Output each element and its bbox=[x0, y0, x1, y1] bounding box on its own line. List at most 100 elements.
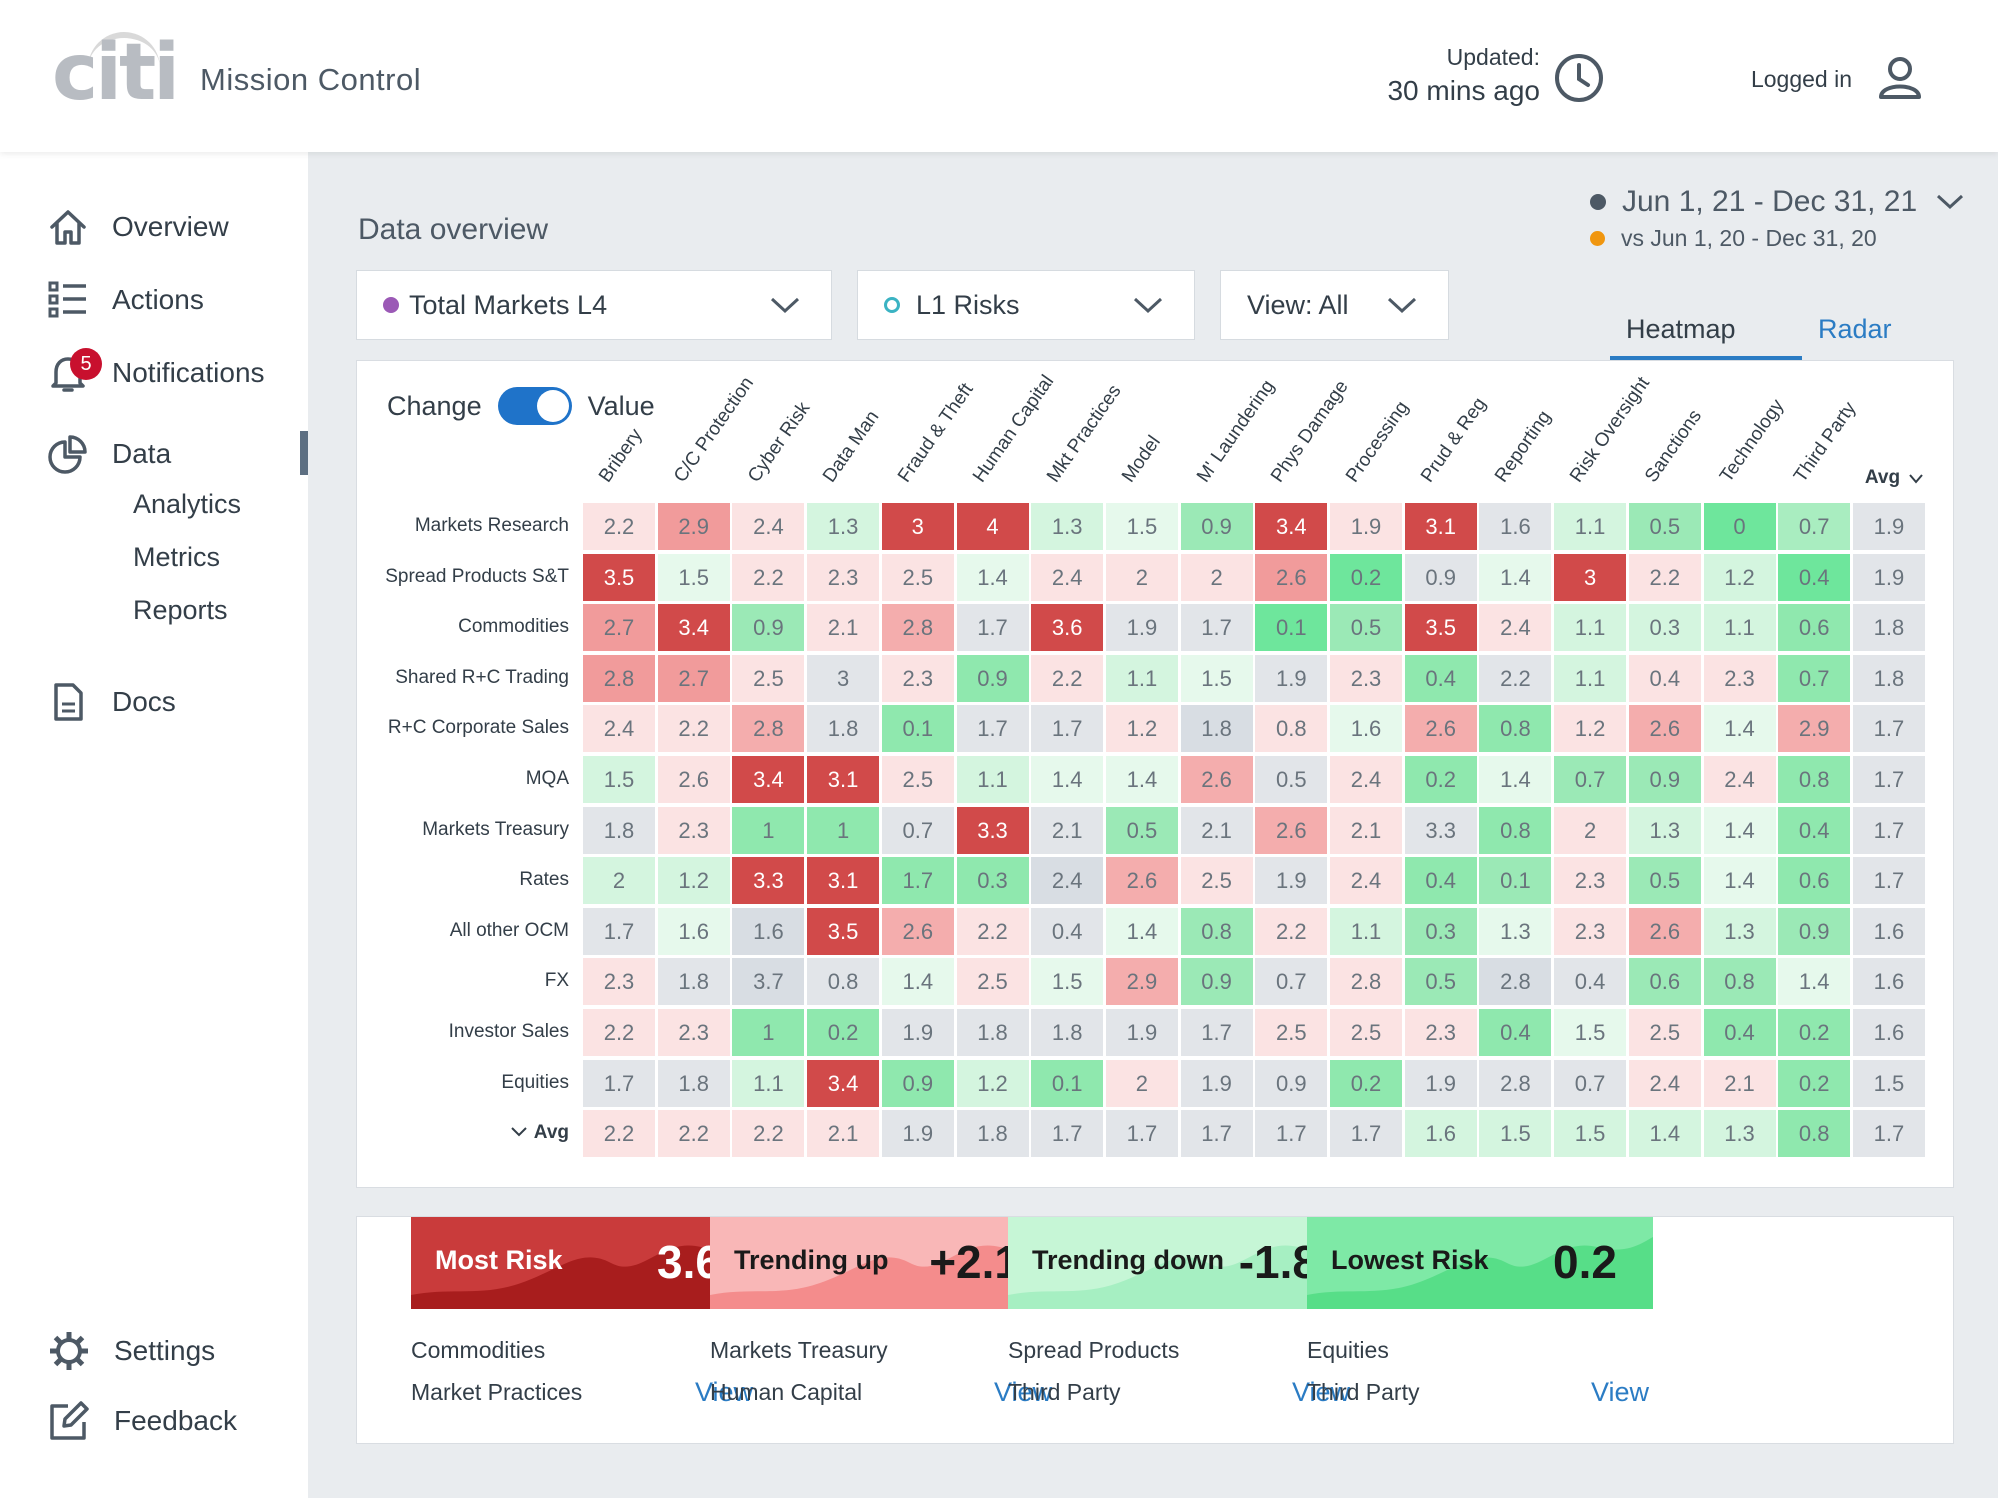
heatmap-cell[interactable]: 0.5 bbox=[1628, 503, 1701, 550]
heatmap-cell[interactable]: 1.4 bbox=[1105, 907, 1178, 955]
heatmap-cell[interactable]: 3.1 bbox=[807, 857, 880, 905]
heatmap-cell[interactable]: 2.1 bbox=[1330, 806, 1402, 854]
heatmap-cell[interactable]: 0.8 bbox=[1778, 756, 1851, 803]
heatmap-cell[interactable]: 0 bbox=[1703, 503, 1776, 550]
heatmap-cell[interactable]: 3.1 bbox=[1404, 503, 1477, 550]
heatmap-cell[interactable]: 1.8 bbox=[1852, 604, 1925, 652]
heatmap-cell[interactable]: 1.8 bbox=[657, 958, 730, 1006]
heatmap-cell[interactable]: 2.6 bbox=[1628, 705, 1701, 753]
heatmap-cell[interactable]: 0.8 bbox=[1255, 705, 1328, 753]
heatmap-cell[interactable]: 2.6 bbox=[881, 907, 954, 955]
heatmap-cell[interactable]: 2.6 bbox=[657, 756, 730, 803]
heatmap-cell[interactable]: 2 bbox=[1105, 1059, 1178, 1107]
heatmap-cell[interactable]: 3 bbox=[881, 503, 954, 550]
heatmap-cell[interactable]: 1.8 bbox=[657, 1059, 730, 1107]
heatmap-cell[interactable]: 2.2 bbox=[732, 1110, 805, 1158]
heatmap-cell[interactable]: 0.8 bbox=[1180, 907, 1253, 955]
heatmap-cell[interactable]: 0.1 bbox=[1479, 857, 1552, 905]
heatmap-cell[interactable]: 1.7 bbox=[1031, 705, 1104, 753]
heatmap-cell[interactable]: 2.2 bbox=[583, 503, 655, 550]
heatmap-cell[interactable]: 2.4 bbox=[1628, 1059, 1701, 1107]
heatmap-cell[interactable]: 1.1 bbox=[1554, 503, 1627, 550]
column-header-avg[interactable]: Avg bbox=[1864, 467, 1901, 488]
heatmap-cell[interactable]: 1.5 bbox=[583, 756, 655, 803]
heatmap-cell[interactable]: 0.2 bbox=[1778, 1059, 1851, 1107]
heatmap-cell[interactable]: 1.1 bbox=[732, 1059, 805, 1107]
heatmap-cell[interactable]: 1.9 bbox=[1105, 1009, 1178, 1056]
heatmap-cell[interactable]: 1.4 bbox=[1628, 1110, 1701, 1158]
heatmap-cell[interactable]: 3 bbox=[807, 654, 880, 702]
heatmap-cell[interactable]: 1.4 bbox=[1479, 553, 1552, 601]
heatmap-cell[interactable]: 2.1 bbox=[1031, 806, 1104, 854]
heatmap-cell[interactable]: 1.7 bbox=[583, 1059, 655, 1107]
sidebar-subitem-metrics[interactable]: Metrics bbox=[133, 542, 220, 572]
heatmap-cell[interactable]: 1.1 bbox=[1703, 604, 1776, 652]
heatmap-cell[interactable]: 1.4 bbox=[1105, 756, 1178, 803]
heatmap-cell[interactable]: 2.3 bbox=[1330, 654, 1402, 702]
heatmap-cell[interactable]: 3.3 bbox=[732, 857, 805, 905]
heatmap-cell[interactable]: 2.2 bbox=[956, 907, 1029, 955]
heatmap-cell[interactable]: 1.8 bbox=[1180, 705, 1253, 753]
heatmap-cell[interactable]: 1.5 bbox=[1105, 503, 1178, 550]
heatmap-cell[interactable]: 1.9 bbox=[1255, 654, 1328, 702]
heatmap-cell[interactable]: 1.9 bbox=[1105, 604, 1178, 652]
heatmap-cell[interactable]: 4 bbox=[956, 503, 1029, 550]
heatmap-cell[interactable]: 3.3 bbox=[1404, 806, 1477, 854]
heatmap-cell[interactable]: 1.4 bbox=[1479, 756, 1552, 803]
heatmap-cell[interactable]: 1.8 bbox=[1852, 654, 1925, 702]
sidebar-item-overview[interactable]: Overview bbox=[48, 207, 229, 247]
sidebar-item-data[interactable]: Data bbox=[48, 434, 171, 474]
heatmap-cell[interactable]: 2.4 bbox=[1479, 604, 1552, 652]
heatmap-cell[interactable]: 1.9 bbox=[1330, 503, 1402, 550]
heatmap-cell[interactable]: 1.5 bbox=[1852, 1059, 1925, 1107]
heatmap-cell[interactable]: 2.9 bbox=[657, 503, 730, 550]
heatmap-cell[interactable]: 2.1 bbox=[1180, 806, 1253, 854]
heatmap-cell[interactable]: 1.5 bbox=[1180, 654, 1253, 702]
heatmap-cell[interactable]: 3.3 bbox=[956, 806, 1029, 854]
heatmap-cell[interactable]: 0.1 bbox=[1255, 604, 1328, 652]
heatmap-cell[interactable]: 0.4 bbox=[1404, 857, 1477, 905]
heatmap-cell[interactable]: 1.9 bbox=[1180, 1059, 1253, 1107]
heatmap-cell[interactable]: 0.4 bbox=[1778, 806, 1851, 854]
heatmap-cell[interactable]: 2.6 bbox=[1404, 705, 1477, 753]
sidebar-subitem-reports[interactable]: Reports bbox=[133, 595, 228, 625]
heatmap-cell[interactable]: 1.3 bbox=[1479, 907, 1552, 955]
heatmap-cell[interactable]: 1.4 bbox=[1703, 705, 1776, 753]
heatmap-cell[interactable]: 2 bbox=[583, 857, 655, 905]
heatmap-cell[interactable]: 2.5 bbox=[1330, 1009, 1402, 1056]
heatmap-cell[interactable]: 1.5 bbox=[1031, 958, 1104, 1006]
heatmap-cell[interactable]: 2.8 bbox=[1479, 1059, 1552, 1107]
chevron-down-icon[interactable] bbox=[1935, 192, 1965, 212]
heatmap-cell[interactable]: 2.1 bbox=[1703, 1059, 1776, 1107]
heatmap-cell[interactable]: 1.7 bbox=[1852, 806, 1925, 854]
heatmap-cell[interactable]: 3.5 bbox=[807, 907, 880, 955]
heatmap-cell[interactable]: 2.3 bbox=[1404, 1009, 1477, 1056]
heatmap-cell[interactable]: 1.1 bbox=[1554, 604, 1627, 652]
heatmap-cell[interactable]: 3.4 bbox=[807, 1059, 880, 1107]
heatmap-cell[interactable]: 2.5 bbox=[1628, 1009, 1701, 1056]
view-link[interactable]: View bbox=[1291, 1377, 1350, 1407]
heatmap-cell[interactable]: 0.1 bbox=[881, 705, 954, 753]
heatmap-cell[interactable]: 0.8 bbox=[807, 958, 880, 1006]
heatmap-cell[interactable]: 0.3 bbox=[1404, 907, 1477, 955]
heatmap-cell[interactable]: 0.9 bbox=[1180, 958, 1253, 1006]
heatmap-cell[interactable]: 2 bbox=[1554, 806, 1627, 854]
heatmap-cell[interactable]: 1.4 bbox=[881, 958, 954, 1006]
heatmap-cell[interactable]: 2 bbox=[1105, 553, 1178, 601]
heatmap-cell[interactable]: 0.9 bbox=[1404, 553, 1477, 601]
heatmap-cell[interactable]: 1.4 bbox=[1778, 958, 1851, 1006]
heatmap-cell[interactable]: 1.7 bbox=[1105, 1110, 1178, 1158]
heatmap-cell[interactable]: 0.8 bbox=[1479, 705, 1552, 753]
heatmap-cell[interactable]: 2.7 bbox=[657, 654, 730, 702]
heatmap-cell[interactable]: 0.9 bbox=[881, 1059, 954, 1107]
heatmap-cell[interactable]: 2.3 bbox=[881, 654, 954, 702]
heatmap-cell[interactable]: 1.8 bbox=[1031, 1009, 1104, 1056]
sidebar-item-feedback[interactable]: Feedback bbox=[48, 1400, 237, 1442]
heatmap-cell[interactable]: 1.2 bbox=[1105, 705, 1178, 753]
heatmap-cell[interactable]: 0.5 bbox=[1105, 806, 1178, 854]
heatmap-cell[interactable]: 2.3 bbox=[1703, 654, 1776, 702]
heatmap-cell[interactable]: 0.9 bbox=[732, 604, 805, 652]
heatmap-cell[interactable]: 0.2 bbox=[1330, 553, 1402, 601]
heatmap-cell[interactable]: 2.3 bbox=[1554, 907, 1627, 955]
heatmap-cell[interactable]: 0.7 bbox=[1554, 1059, 1627, 1107]
